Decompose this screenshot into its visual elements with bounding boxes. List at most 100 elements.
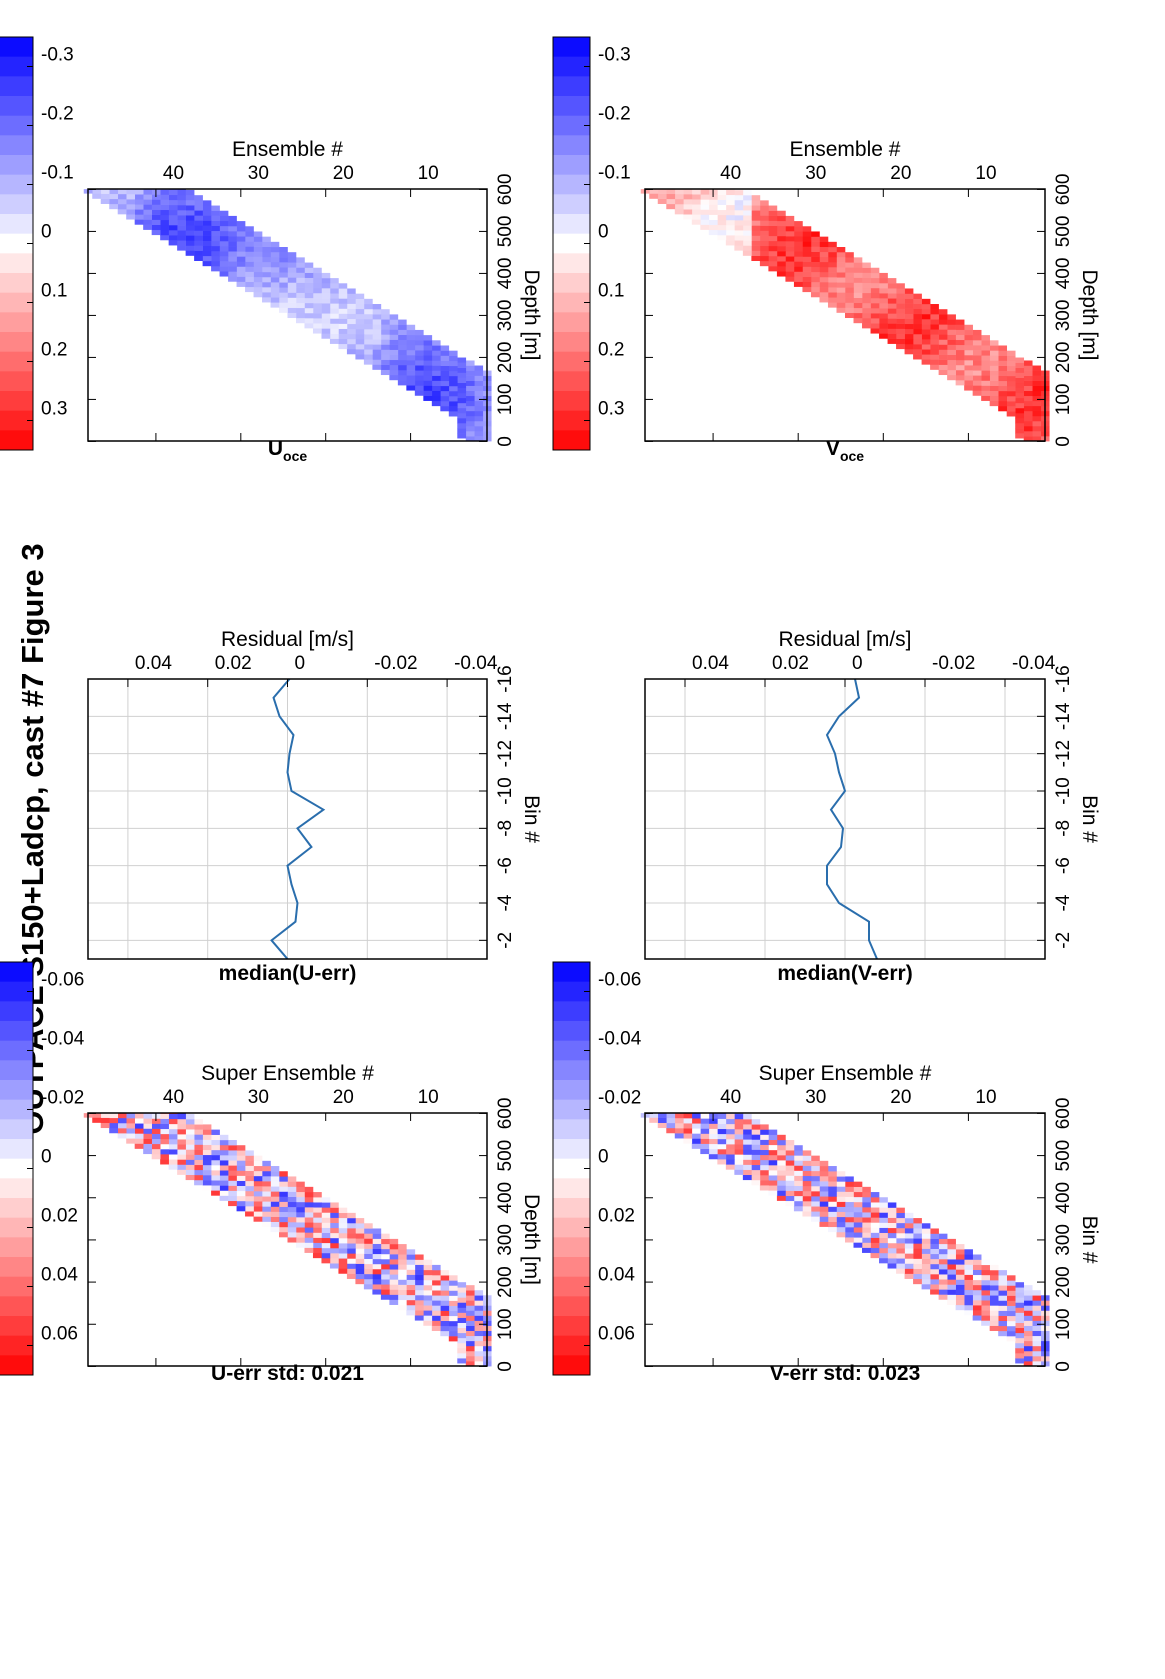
heat-cell [219,235,229,242]
heat-cell [759,1159,769,1166]
heat-cell [194,245,203,251]
heat-cell [998,390,1008,397]
heat-cell [989,1295,999,1301]
heat-cell [253,1191,263,1197]
heat-cell [887,328,897,334]
heat-cell [346,323,356,330]
heat-cell [414,1294,424,1301]
heat-cell [725,194,735,201]
heat-cell [414,350,424,356]
heat-cell [270,292,280,298]
heat-cell [440,365,450,371]
heat-cell [397,324,407,330]
heat-cell [168,219,178,226]
heat-cell [768,235,778,242]
heat-cell [448,411,458,417]
heat-cell [202,240,212,247]
colorbar-swatch [0,311,33,332]
heat-cell [845,1196,854,1203]
heat-cell [938,1269,948,1275]
heat-cell [329,323,339,329]
heat-cell [802,1201,812,1207]
heat-cell [329,278,339,284]
heat-cell [312,1217,322,1223]
colorbar-tick-label: -0.3 [41,45,74,66]
heat-cell [355,1223,365,1229]
heat-cell [329,293,339,299]
heat-cell [827,1166,837,1172]
colorbar-swatch [0,961,33,982]
heat-cell [134,1118,144,1124]
heat-cell [938,309,948,315]
heat-cell [397,1284,407,1290]
heat-cell [168,1159,178,1165]
heat-cell [862,292,871,299]
heat-cell [279,277,288,283]
heat-cell [262,1191,271,1197]
heat-cell [160,1118,169,1124]
heat-cell [219,261,229,267]
heat-cell [981,345,990,351]
heat-cell [887,338,897,344]
heat-cell [657,1122,667,1129]
heat-cell [253,1180,263,1187]
heat-cell [1006,396,1016,402]
heat-cell [972,345,982,351]
heat-cell [759,1185,769,1191]
heat-cell [474,375,484,381]
heat-cell [151,214,161,220]
heat-cell [185,1129,195,1135]
heat-cell [465,1350,475,1357]
heat-cell [279,297,288,303]
heat-cell [845,1237,854,1243]
heat-cell [759,235,769,241]
heat-cell [160,189,169,195]
heat-cell [287,287,297,293]
heat-cell [921,359,931,365]
heat-cell [742,240,752,246]
heat-cell [964,349,973,356]
bin-tick-label: -14 [1053,702,1074,730]
heat-cell [423,335,433,341]
heat-cell [1006,390,1016,397]
heat-cell [185,250,195,256]
heat-cell [151,219,161,226]
heat-cell [185,1154,195,1160]
heat-cell [372,1274,382,1280]
heat-cell [295,1206,305,1213]
heat-cell [295,1191,305,1198]
bin-tick-label: -2 [1053,932,1074,949]
heat-cell [194,1134,203,1140]
heat-cell [219,1134,229,1141]
heat-cell [768,215,778,221]
heat-cell [465,375,475,381]
heat-cell [346,1253,356,1259]
heat-cell [448,360,458,367]
heat-cell [879,1252,888,1259]
heat-cell [211,1185,220,1191]
ensemble-tick-label: 40 [163,1087,184,1108]
heat-cell [751,1169,761,1176]
heat-cell [649,193,659,199]
heat-cell [414,1310,424,1316]
heat-cell [802,236,812,242]
heat-cell [312,308,322,314]
colorbar-tick-label: 0 [598,222,609,243]
colorbar-swatch [553,1000,590,1021]
heat-cell [372,329,382,335]
heat-cell [989,380,999,386]
heat-cell [700,1128,710,1134]
heat-cell [372,1253,382,1260]
heat-cell [862,1217,871,1223]
heat-cell [211,1159,220,1166]
depth-tick-label: 200 [1053,1266,1074,1298]
colorbar-swatch [0,1315,33,1336]
heat-cell [372,324,382,330]
heat-cell [768,240,778,247]
heat-cell [202,220,212,226]
heat-cell [717,1138,727,1145]
heat-cell [406,1264,416,1270]
heat-cell [819,276,829,283]
heat-cell [802,1150,812,1156]
heat-cell [126,204,135,210]
